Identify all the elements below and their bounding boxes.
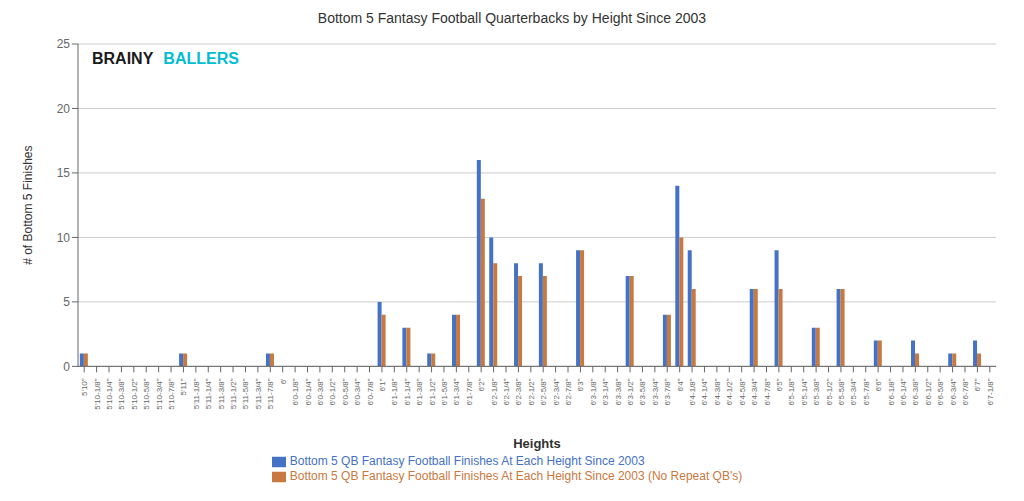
svg-text:6'5-1/4": 6'5-1/4" xyxy=(800,378,809,405)
svg-text:6'4-3/4": 6'4-3/4" xyxy=(750,378,759,405)
svg-text:6'1-1/2": 6'1-1/2" xyxy=(428,378,437,405)
svg-text:6'0-1/8": 6'0-1/8" xyxy=(291,378,300,405)
svg-text:6'3-5/8": 6'3-5/8" xyxy=(638,378,647,405)
svg-text:6'6-3/8": 6'6-3/8" xyxy=(911,378,920,405)
html-text:Bottom 5 QB Fantasy Football F: Bottom 5 QB Fantasy Football Finishes At… xyxy=(289,469,743,484)
svg-text:6': 6' xyxy=(279,378,288,384)
svg-text:20: 20 xyxy=(57,102,71,116)
svg-text:6'5-5/8": 6'5-5/8" xyxy=(837,378,846,405)
svg-text:6'5": 6'5" xyxy=(775,378,784,391)
svg-text:6'6-1/8": 6'6-1/8" xyxy=(887,378,896,405)
svg-text:6'0-3/8": 6'0-3/8" xyxy=(316,378,325,405)
svg-text:6'4": 6'4" xyxy=(676,378,685,391)
html-text:BRAINY: BRAINY xyxy=(92,50,154,67)
svg-text:6'4-1/4": 6'4-1/4" xyxy=(700,378,709,405)
svg-text:# of Bottom 5 Finishes: # of Bottom 5 Finishes xyxy=(21,145,35,264)
svg-text:5'10-5/8": 5'10-5/8" xyxy=(142,378,151,410)
svg-text:6'1-5/8": 6'1-5/8" xyxy=(440,378,449,405)
svg-text:5'10-3/4": 5'10-3/4" xyxy=(155,378,164,410)
svg-text:6'7-1/8": 6'7-1/8" xyxy=(986,378,995,405)
svg-text:25: 25 xyxy=(57,37,71,51)
svg-text:15: 15 xyxy=(57,166,71,180)
svg-text:5'11": 5'11" xyxy=(179,378,188,395)
svg-text:6'1-3/4": 6'1-3/4" xyxy=(452,378,461,405)
svg-text:6'2-3/4": 6'2-3/4" xyxy=(552,378,561,405)
svg-text:5: 5 xyxy=(63,295,70,309)
svg-text:6'4-1/8": 6'4-1/8" xyxy=(688,378,697,405)
svg-text:6'5-7/8": 6'5-7/8" xyxy=(862,378,871,405)
svg-text:6'2-7/8": 6'2-7/8" xyxy=(564,378,573,405)
svg-text:6'6-5/8": 6'6-5/8" xyxy=(936,378,945,405)
svg-text:6'5-1/8": 6'5-1/8" xyxy=(787,378,796,405)
svg-text:5'10-1/8": 5'10-1/8" xyxy=(93,378,102,410)
svg-text:5'10": 5'10" xyxy=(80,378,89,396)
svg-text:6'5-1/2": 6'5-1/2" xyxy=(825,378,834,405)
svg-text:5'11-5/8": 5'11-5/8" xyxy=(241,378,250,409)
svg-text:5'11-1/4": 5'11-1/4" xyxy=(204,378,213,409)
svg-text:6'7": 6'7" xyxy=(973,378,982,391)
svg-text:6'3-1/2": 6'3-1/2" xyxy=(626,378,635,405)
html-text:Bottom 5 QB Fantasy Football F: Bottom 5 QB Fantasy Football Finishes At… xyxy=(289,454,645,469)
svg-text:6'2-3/8": 6'2-3/8" xyxy=(514,378,523,405)
svg-text:6'6-1/2": 6'6-1/2" xyxy=(924,378,933,405)
svg-text:6'6-7/8": 6'6-7/8" xyxy=(961,378,970,405)
svg-text:5'11-3/8": 5'11-3/8" xyxy=(217,378,226,409)
svg-text:6'2-5/8": 6'2-5/8" xyxy=(539,378,548,405)
svg-text:6'2-1/8": 6'2-1/8" xyxy=(490,378,499,405)
svg-text:6'4-5/8": 6'4-5/8" xyxy=(738,378,747,405)
svg-text:5'11-3/4": 5'11-3/4" xyxy=(254,378,263,409)
svg-text:6'4-7/8": 6'4-7/8" xyxy=(763,378,772,405)
svg-text:6'1-1/4": 6'1-1/4" xyxy=(403,378,412,405)
svg-text:6'3-1/8": 6'3-1/8" xyxy=(589,378,598,405)
svg-text:6'2-1/4": 6'2-1/4" xyxy=(502,378,511,405)
svg-text:5'10-1/2": 5'10-1/2" xyxy=(130,378,139,410)
html-text:BALLERS: BALLERS xyxy=(163,50,239,67)
svg-text:6'0-1/4": 6'0-1/4" xyxy=(304,378,313,405)
svg-text:6'1-1/8": 6'1-1/8" xyxy=(390,378,399,405)
svg-text:0: 0 xyxy=(63,360,70,374)
svg-text:6'3": 6'3" xyxy=(576,378,585,391)
svg-text:6'4-1/2": 6'4-1/2" xyxy=(725,378,734,405)
svg-text:6'4-3/8": 6'4-3/8" xyxy=(713,378,722,405)
svg-text:5'11-1/8": 5'11-1/8" xyxy=(192,378,201,409)
svg-text:6'0-3/4": 6'0-3/4" xyxy=(353,378,362,405)
svg-text:6'3-3/4": 6'3-3/4" xyxy=(651,378,660,405)
svg-text:6'3-7/8": 6'3-7/8" xyxy=(663,378,672,405)
svg-text:6'6-3/4": 6'6-3/4" xyxy=(949,378,958,405)
svg-text:Heights: Heights xyxy=(513,436,561,451)
svg-text:6'1-7/8": 6'1-7/8" xyxy=(465,378,474,405)
svg-text:5'11-1/2": 5'11-1/2" xyxy=(229,378,238,409)
html-text:Bottom 5 Fantasy Football Quar: Bottom 5 Fantasy Football Quarterbacks b… xyxy=(317,10,707,26)
svg-text:5'10-3/8": 5'10-3/8" xyxy=(117,378,126,410)
svg-text:6'0-5/8": 6'0-5/8" xyxy=(341,378,350,405)
svg-text:5'10-7/8": 5'10-7/8" xyxy=(167,378,176,410)
svg-text:10: 10 xyxy=(57,231,71,245)
svg-text:6'3-1/4": 6'3-1/4" xyxy=(601,378,610,405)
svg-text:6'1-3/8": 6'1-3/8" xyxy=(415,378,424,405)
svg-text:6'0-1/2": 6'0-1/2" xyxy=(328,378,337,405)
svg-text:6'5-3/8": 6'5-3/8" xyxy=(812,378,821,405)
svg-text:6'3-3/8": 6'3-3/8" xyxy=(614,378,623,405)
svg-text:6'0-7/8": 6'0-7/8" xyxy=(366,378,375,405)
svg-text:6'1": 6'1" xyxy=(378,378,387,391)
svg-text:6'6": 6'6" xyxy=(874,378,883,391)
svg-text:5'10-1/4": 5'10-1/4" xyxy=(105,378,114,410)
svg-text:6'5-3/4": 6'5-3/4" xyxy=(849,378,858,405)
svg-text:6'6-1/4": 6'6-1/4" xyxy=(899,378,908,405)
svg-text:6'2": 6'2" xyxy=(477,378,486,391)
svg-text:6'2-1/2": 6'2-1/2" xyxy=(527,378,536,405)
svg-text:5'11-7/8": 5'11-7/8" xyxy=(266,378,275,409)
